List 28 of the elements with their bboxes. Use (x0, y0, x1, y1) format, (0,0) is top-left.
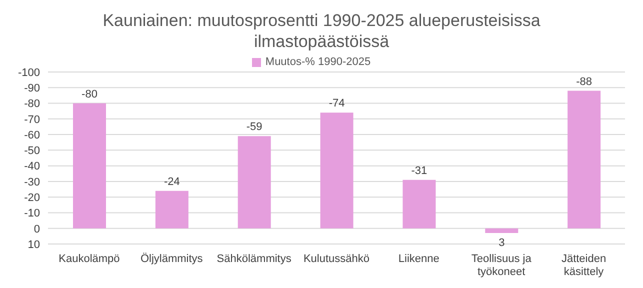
y-tick-label: -90 (24, 82, 40, 95)
data-label: -80 (82, 88, 98, 100)
y-tick-label: 0 (34, 223, 40, 236)
data-label: 3 (498, 237, 505, 250)
y-tick-label: -100 (18, 66, 40, 79)
x-tick-label: Liikenne (398, 253, 440, 265)
y-tick-label: -50 (24, 145, 40, 158)
data-label: -74 (328, 98, 345, 110)
chart-title: Kauniainen: muutosprosentti 1990-2025 alueperusteisissa ilmastopäästöissä (102, 10, 542, 52)
y-tick-label: -70 (24, 114, 40, 126)
y-tick-label: -30 (24, 176, 40, 188)
y-tick-label: 10 (28, 238, 40, 251)
data-label: -88 (576, 76, 592, 88)
data-label: -31 (411, 164, 428, 177)
x-tick-label: Öljylämmitys (140, 252, 204, 265)
legend-label: Muutos-% 1990-2025 (265, 56, 371, 68)
data-label: -24 (164, 176, 180, 188)
x-tick-label: Kulutussähkö (303, 253, 370, 265)
y-tick-label: -20 (24, 192, 40, 204)
x-tick-label: Sähkölämmitys (216, 253, 292, 265)
data-label: -59 (246, 121, 262, 134)
y-tick-label: -10 (24, 208, 40, 220)
x-tick-label: Jätteiden käsittely (561, 253, 606, 278)
x-tick-label: Kaukolämpö (58, 253, 120, 265)
y-tick-label: -60 (24, 129, 40, 142)
y-tick-label: -80 (24, 98, 40, 110)
y-tick-label: -40 (24, 160, 40, 173)
x-tick-label: Teollisuus ja työkoneet (471, 253, 532, 278)
